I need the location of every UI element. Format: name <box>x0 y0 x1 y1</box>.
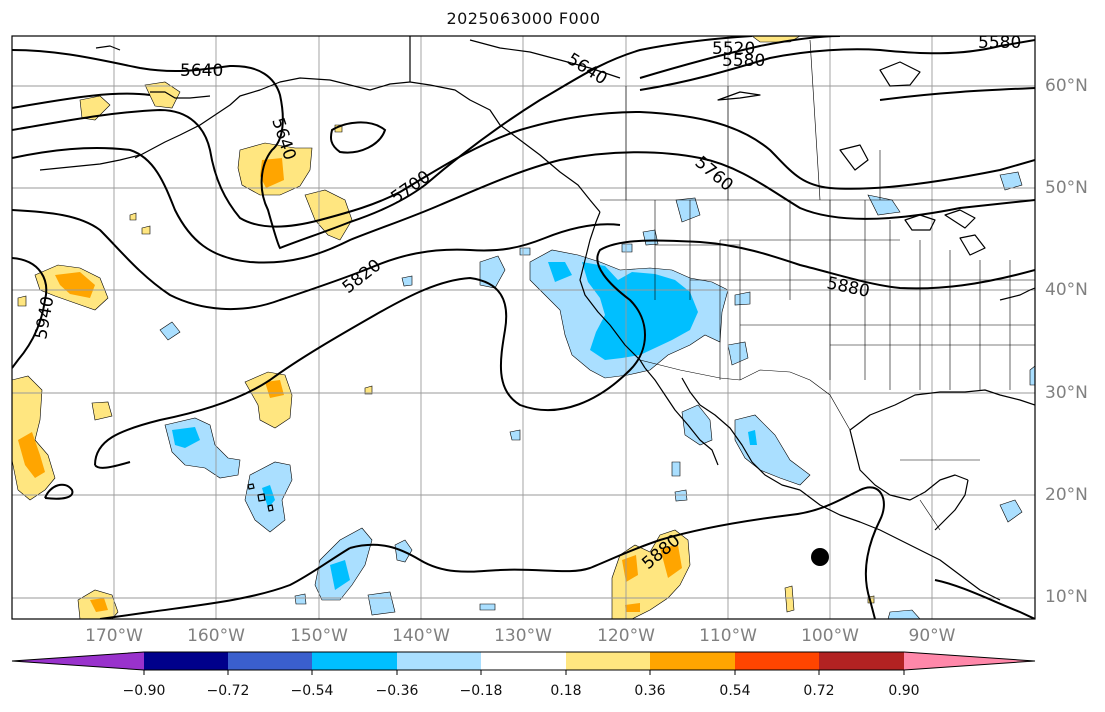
colorbar-tick-label: −0.36 <box>375 683 419 699</box>
colorbar-tick-label: −0.90 <box>122 683 166 699</box>
lat-label: 40°N <box>1045 280 1088 300</box>
colorbar-tick-label: −0.54 <box>290 683 334 699</box>
lon-label: 160°W <box>187 626 245 646</box>
colorbar-segment <box>819 652 904 670</box>
lon-label: 150°W <box>290 626 348 646</box>
storm-center-marker <box>811 548 829 566</box>
contour-5640 <box>12 36 753 250</box>
shade-baja <box>681 404 713 446</box>
contour-5880-south <box>99 547 351 619</box>
lat-label: 50°N <box>1045 178 1088 198</box>
colorbar-segment <box>228 652 312 670</box>
contour-5520 <box>639 36 841 79</box>
colorbar-tick-label: 0.72 <box>803 683 835 699</box>
colorbar-tick-label: 0.18 <box>550 683 582 699</box>
colorbar-segment <box>481 652 566 670</box>
lat-label: 60°N <box>1045 76 1088 96</box>
colorbar-segment <box>566 652 650 670</box>
lat-label: 30°N <box>1045 383 1088 403</box>
colorbar-tick-label: −0.72 <box>206 683 250 699</box>
lon-label: 170°W <box>85 626 143 646</box>
lat-label: 20°N <box>1045 485 1088 505</box>
contour-label: 5640 <box>180 61 223 81</box>
lon-label: 130°W <box>494 626 552 646</box>
political-borders <box>600 39 1035 531</box>
colorbar-segment <box>397 652 481 670</box>
colorbar-tick-label: 0.54 <box>719 683 751 699</box>
lon-label: 110°W <box>699 626 757 646</box>
colorbar <box>11 651 1036 675</box>
colorbar-segment <box>735 652 819 670</box>
colorbar-tick-label: 0.36 <box>634 683 666 699</box>
contour-label: 5580 <box>978 33 1021 53</box>
lon-label: 100°W <box>801 626 859 646</box>
colorbar-segment <box>144 652 228 670</box>
colorbar-segment <box>904 652 1035 670</box>
contour-label: 5580 <box>722 51 765 71</box>
map-title: 2025063000 F000 <box>446 9 601 28</box>
colorbar-segment <box>12 652 144 670</box>
lon-label: 140°W <box>392 626 450 646</box>
contour-5880-main <box>94 239 1035 466</box>
contour-label: 5520 <box>712 39 755 59</box>
colorbar-segment <box>312 652 397 670</box>
contour-5700 <box>12 108 1035 228</box>
colorbar-segment <box>650 652 735 670</box>
shade-west-us-medium <box>582 262 698 360</box>
contour-5580 <box>639 39 1035 91</box>
colorbar-tick-label: 0.90 <box>888 683 920 699</box>
contour-5820 <box>12 209 621 310</box>
lon-label: 120°W <box>597 626 655 646</box>
colorbar-tick-label: −0.18 <box>459 683 503 699</box>
contour-5940 <box>12 257 48 369</box>
lat-label: 10°N <box>1045 587 1088 607</box>
contour-5760 <box>12 146 1035 264</box>
height-contours <box>12 36 1035 619</box>
map-frame <box>11 35 1036 620</box>
lon-label: 90°W <box>908 626 956 646</box>
